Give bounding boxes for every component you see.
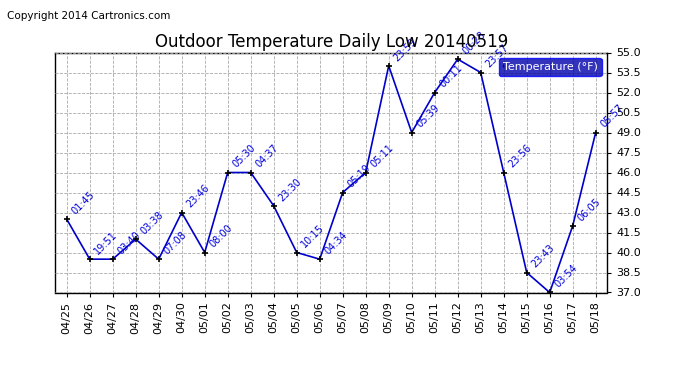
Text: 23:56: 23:56 [506,143,533,170]
Text: 00:28: 00:28 [460,30,487,56]
Text: Copyright 2014 Cartronics.com: Copyright 2014 Cartronics.com [7,11,170,21]
Text: 23:46: 23:46 [184,183,211,210]
Text: 03:40: 03:40 [115,230,142,256]
Text: 01:45: 01:45 [70,190,97,216]
Text: 05:30: 05:30 [230,143,257,170]
Text: 08:00: 08:00 [208,223,234,250]
Text: 10:15: 10:15 [299,223,326,250]
Text: 04:34: 04:34 [322,230,349,256]
Text: 05:57: 05:57 [598,103,625,130]
Text: 23:57: 23:57 [484,43,511,70]
Text: 23:43: 23:43 [529,243,556,270]
Text: 00:11: 00:11 [437,63,464,90]
Legend: Temperature (°F): Temperature (°F) [499,58,602,76]
Text: 19:51: 19:51 [92,230,119,256]
Text: 03:38: 03:38 [139,210,165,236]
Text: 05:19: 05:19 [346,163,373,190]
Text: 05:11: 05:11 [368,143,395,170]
Text: 07:08: 07:08 [161,230,188,256]
Text: 03:54: 03:54 [553,263,580,290]
Title: Outdoor Temperature Daily Low 20140519: Outdoor Temperature Daily Low 20140519 [155,33,508,51]
Text: 06:05: 06:05 [575,196,602,223]
Text: 23:59: 23:59 [391,36,418,63]
Text: 04:37: 04:37 [253,143,280,170]
Text: 23:30: 23:30 [277,176,304,203]
Text: 05:39: 05:39 [415,103,442,130]
